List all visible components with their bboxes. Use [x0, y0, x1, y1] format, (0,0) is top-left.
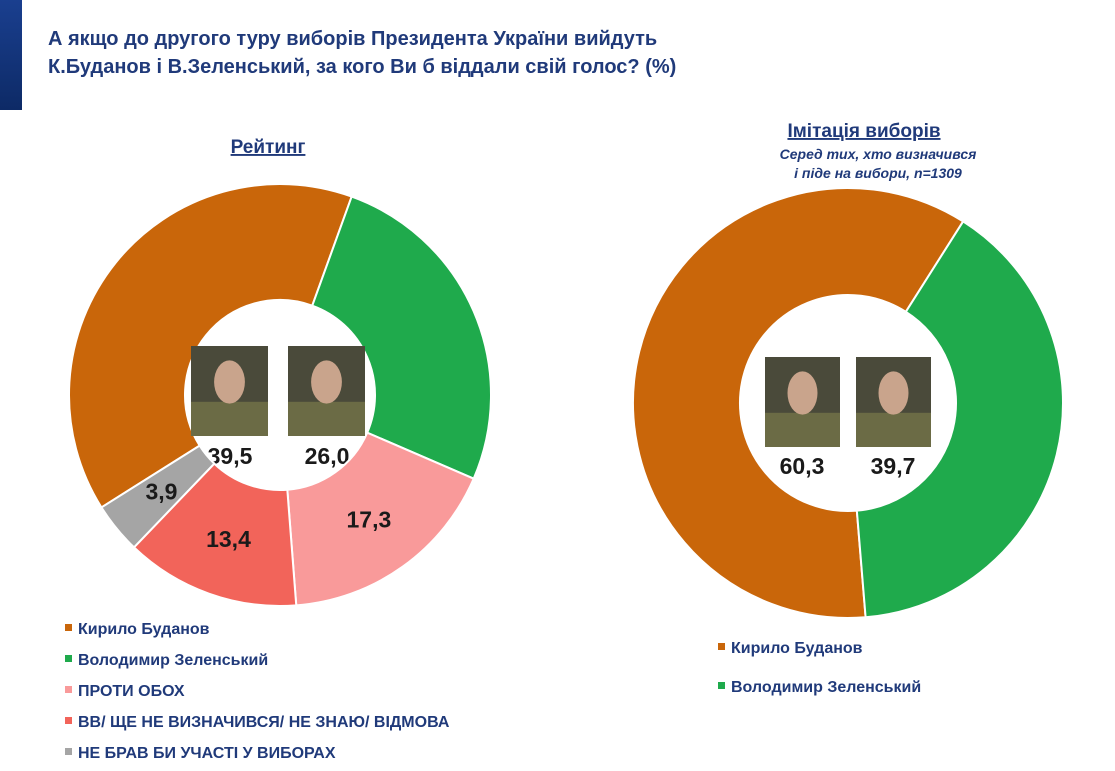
legend-swatch — [65, 686, 72, 693]
value-label: 60,3 — [780, 453, 825, 479]
photo-face — [214, 360, 245, 404]
legend-swatch — [65, 748, 72, 755]
legend-swatch — [718, 682, 725, 689]
legend-label: ПРОТИ ОБОХ — [78, 683, 185, 700]
value-label: 3,9 — [145, 479, 177, 505]
chart-title: Імітація виборів — [787, 121, 940, 142]
value-label: 26,0 — [305, 443, 350, 469]
legend-label: НЕ БРАВ БИ УЧАСТІ У ВИБОРАХ — [78, 745, 336, 762]
legend-swatch — [65, 624, 72, 631]
donut-segment — [855, 220, 1064, 619]
chart-subtitle: Серед тих, хто визначився — [780, 146, 977, 162]
donut-segment — [132, 462, 298, 607]
chart-title: Рейтинг — [231, 137, 306, 158]
accent-bar — [0, 0, 22, 110]
value-label: 13,4 — [206, 526, 251, 552]
photo-face — [787, 371, 818, 415]
legend-label: Володимир Зеленський — [731, 679, 921, 696]
donut-segment — [286, 431, 476, 607]
legend-swatch — [65, 655, 72, 662]
photo-face — [311, 360, 342, 404]
photo-uniform — [288, 401, 365, 436]
legend-label: Кирило Буданов — [78, 621, 210, 638]
page-title: А якщо до другого туру виборів Президент… — [48, 28, 657, 50]
legend-swatch — [718, 643, 725, 650]
donut-segment — [632, 187, 965, 619]
donut-segment — [310, 195, 492, 480]
photo-uniform — [765, 412, 840, 447]
photo-uniform — [191, 401, 268, 436]
chart-subtitle: і піде на вибори, n=1309 — [794, 165, 962, 181]
legend-swatch — [65, 717, 72, 724]
legend-label: Кирило Буданов — [731, 640, 863, 657]
legend-label: ВВ/ ЩЕ НЕ ВИЗНАЧИВСЯ/ НЕ ЗНАЮ/ ВІДМОВА — [78, 714, 450, 731]
legend-label: Володимир Зеленський — [78, 652, 268, 669]
donut-segment — [100, 444, 216, 549]
value-label: 17,3 — [347, 507, 392, 533]
photo-uniform — [856, 412, 931, 447]
page-title: К.Буданов і В.Зеленський, за кого Ви б в… — [48, 56, 676, 78]
value-label: 39,7 — [871, 453, 916, 479]
photo-face — [878, 371, 909, 415]
